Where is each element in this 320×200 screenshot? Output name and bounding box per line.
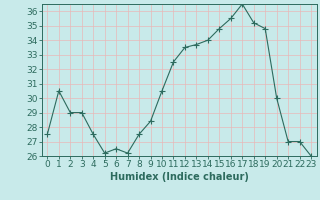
X-axis label: Humidex (Indice chaleur): Humidex (Indice chaleur) (110, 172, 249, 182)
